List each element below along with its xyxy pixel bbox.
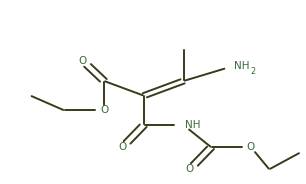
Text: 2: 2 [250,67,255,76]
Text: O: O [247,142,255,152]
Text: O: O [186,164,194,174]
Text: NH: NH [234,61,250,71]
Text: O: O [79,56,87,66]
Text: O: O [118,142,126,152]
Text: NH: NH [185,120,201,130]
Text: O: O [100,105,108,115]
